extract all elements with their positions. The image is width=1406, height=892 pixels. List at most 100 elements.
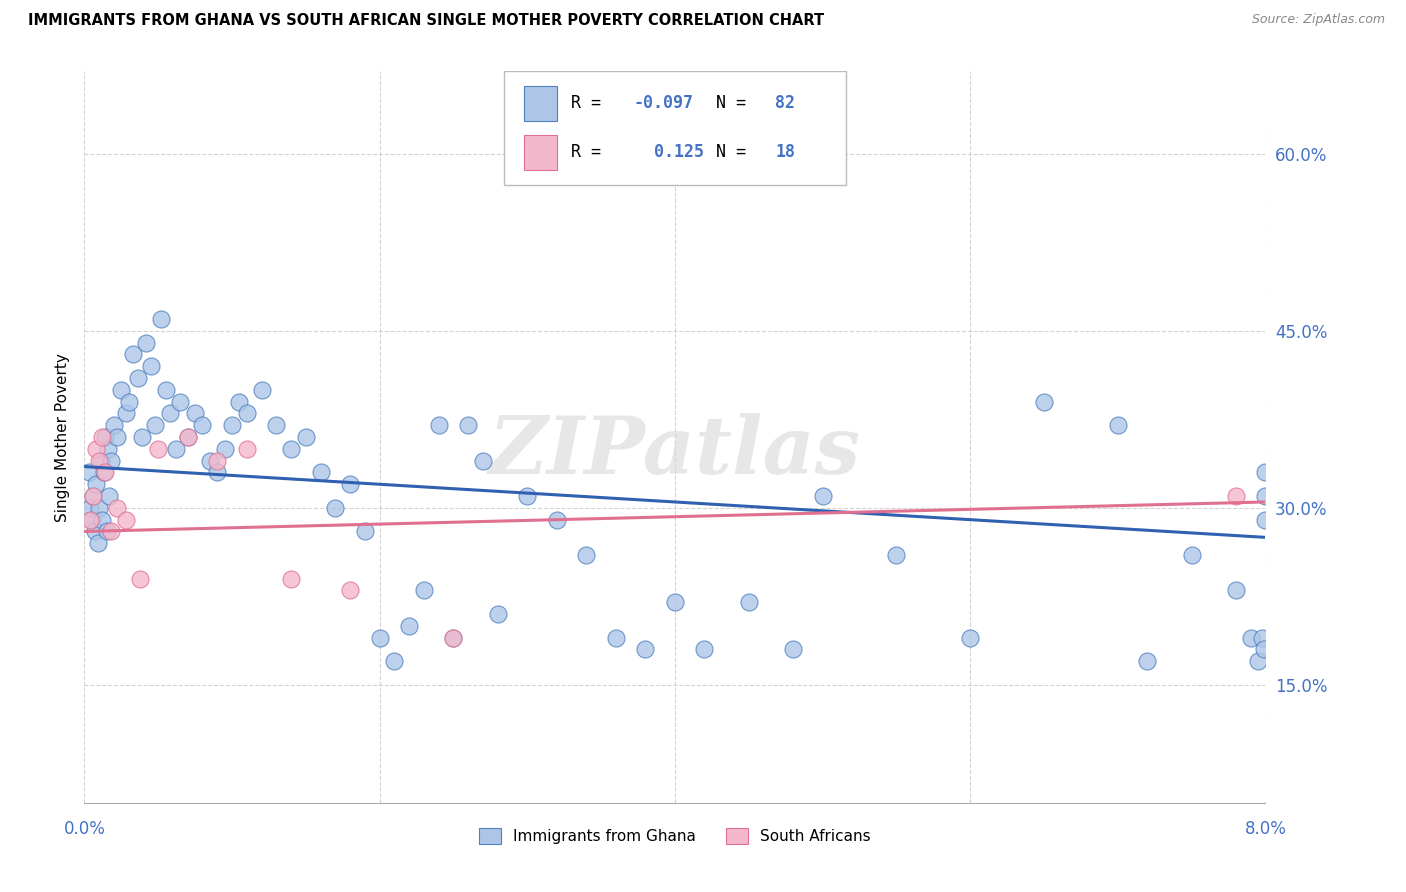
Point bbox=[1225, 583, 1247, 598]
Point bbox=[94, 430, 117, 444]
Text: ZIPatlas: ZIPatlas bbox=[489, 413, 860, 491]
Point bbox=[309, 466, 332, 480]
Point bbox=[1254, 466, 1277, 480]
Point bbox=[546, 513, 568, 527]
Point bbox=[413, 583, 436, 598]
Point bbox=[86, 536, 108, 550]
Point bbox=[368, 631, 391, 645]
Point bbox=[1181, 548, 1204, 562]
Point bbox=[105, 430, 128, 444]
Text: R =: R = bbox=[571, 94, 612, 112]
Point bbox=[339, 477, 361, 491]
Point bbox=[1254, 513, 1277, 527]
Point bbox=[486, 607, 509, 621]
Point bbox=[693, 642, 716, 657]
Point bbox=[1033, 394, 1056, 409]
Point bbox=[143, 418, 166, 433]
Point bbox=[339, 583, 361, 598]
Point bbox=[118, 394, 141, 409]
Point bbox=[82, 489, 104, 503]
Point bbox=[94, 466, 117, 480]
Y-axis label: Single Mother Poverty: Single Mother Poverty bbox=[55, 352, 70, 522]
Point bbox=[427, 418, 450, 433]
Point bbox=[122, 347, 145, 361]
Point bbox=[98, 489, 121, 503]
Text: 0.125: 0.125 bbox=[634, 143, 703, 161]
Text: N =: N = bbox=[716, 143, 756, 161]
Point bbox=[198, 453, 221, 467]
Point bbox=[184, 407, 207, 421]
Point bbox=[90, 453, 112, 467]
Text: -0.097: -0.097 bbox=[634, 94, 693, 112]
Text: 0.0%: 0.0% bbox=[63, 821, 105, 838]
Point bbox=[280, 442, 302, 456]
Text: Source: ZipAtlas.com: Source: ZipAtlas.com bbox=[1251, 13, 1385, 27]
Point bbox=[135, 335, 157, 350]
Point bbox=[105, 500, 128, 515]
Point bbox=[575, 548, 598, 562]
Point bbox=[354, 524, 377, 539]
Legend: Immigrants from Ghana, South Africans: Immigrants from Ghana, South Africans bbox=[474, 822, 876, 850]
Bar bbox=[523, 135, 557, 170]
Text: 18: 18 bbox=[775, 143, 796, 161]
Point bbox=[91, 513, 114, 527]
Point bbox=[110, 383, 132, 397]
Point bbox=[114, 513, 136, 527]
Point bbox=[84, 477, 107, 491]
Point bbox=[77, 466, 100, 480]
Point bbox=[131, 430, 153, 444]
Point bbox=[177, 430, 200, 444]
Text: R =: R = bbox=[571, 143, 612, 161]
Point bbox=[114, 407, 136, 421]
Point bbox=[811, 489, 834, 503]
Point bbox=[384, 654, 406, 668]
Point bbox=[87, 500, 111, 515]
Point bbox=[148, 442, 170, 456]
Point bbox=[191, 418, 214, 433]
Point bbox=[605, 631, 627, 645]
Point bbox=[472, 453, 495, 467]
Point bbox=[100, 524, 122, 539]
Point bbox=[959, 631, 981, 645]
Point bbox=[1136, 654, 1159, 668]
Point bbox=[280, 572, 302, 586]
Point bbox=[1107, 418, 1129, 433]
Point bbox=[1240, 631, 1263, 645]
Point bbox=[782, 642, 804, 657]
Bar bbox=[523, 86, 557, 121]
Point bbox=[221, 418, 243, 433]
Point bbox=[91, 430, 114, 444]
Point bbox=[457, 418, 479, 433]
Point bbox=[80, 513, 103, 527]
Text: 82: 82 bbox=[775, 94, 796, 112]
Point bbox=[1247, 654, 1270, 668]
Text: N =: N = bbox=[716, 94, 756, 112]
Text: IMMIGRANTS FROM GHANA VS SOUTH AFRICAN SINGLE MOTHER POVERTY CORRELATION CHART: IMMIGRANTS FROM GHANA VS SOUTH AFRICAN S… bbox=[28, 13, 824, 29]
Point bbox=[177, 430, 200, 444]
Point bbox=[83, 524, 105, 539]
Point bbox=[87, 453, 111, 467]
Point bbox=[207, 453, 229, 467]
Point bbox=[236, 407, 259, 421]
Point bbox=[165, 442, 187, 456]
Point bbox=[1254, 489, 1277, 503]
Point bbox=[97, 442, 120, 456]
Point bbox=[100, 453, 122, 467]
Point bbox=[250, 383, 273, 397]
Point bbox=[79, 513, 101, 527]
Point bbox=[207, 466, 229, 480]
Point bbox=[443, 631, 465, 645]
Point bbox=[103, 418, 125, 433]
Point bbox=[79, 500, 101, 515]
Point bbox=[155, 383, 177, 397]
Point bbox=[96, 524, 118, 539]
Point bbox=[516, 489, 538, 503]
Point bbox=[1253, 642, 1275, 657]
Point bbox=[84, 442, 107, 456]
Point bbox=[1225, 489, 1247, 503]
Point bbox=[266, 418, 288, 433]
Point bbox=[886, 548, 908, 562]
Point bbox=[664, 595, 686, 609]
Text: 8.0%: 8.0% bbox=[1244, 821, 1286, 838]
Point bbox=[323, 500, 347, 515]
